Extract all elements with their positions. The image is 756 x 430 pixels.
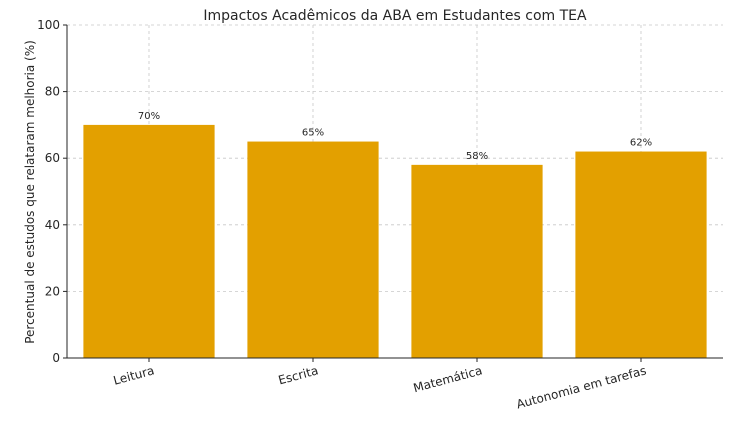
x-tick-label: Matemática <box>412 363 484 395</box>
y-tick-label: 80 <box>45 85 60 99</box>
y-axis-label: Percentual de estudos que relataram melh… <box>23 40 37 344</box>
y-tick-label: 0 <box>52 351 60 365</box>
y-tick-label: 100 <box>37 18 60 32</box>
y-tick-label: 20 <box>45 284 60 298</box>
data-label: 62% <box>630 138 652 149</box>
bars <box>83 124 707 359</box>
data-label: 65% <box>302 128 324 139</box>
data-label: 58% <box>466 151 488 162</box>
data-label: 70% <box>138 111 160 122</box>
axes <box>63 24 723 362</box>
bar-3 <box>575 151 707 358</box>
bar-0 <box>83 124 215 359</box>
x-tick-label: Autonomia em tarefas <box>515 363 648 411</box>
bar-2 <box>411 164 543 358</box>
x-tick-label: Escrita <box>277 363 320 387</box>
y-tick-label: 40 <box>45 218 60 232</box>
bar-1 <box>247 141 379 358</box>
chart-title: Impactos Acadêmicos da ABA em Estudantes… <box>203 8 587 24</box>
x-tick-label: Leitura <box>112 363 156 387</box>
y-tick-label: 60 <box>45 151 60 165</box>
